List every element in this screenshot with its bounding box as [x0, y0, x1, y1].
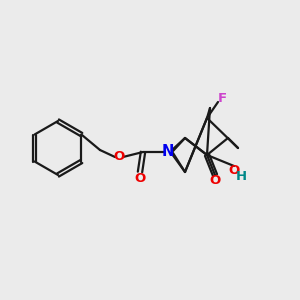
- Text: O: O: [113, 151, 124, 164]
- Text: O: O: [134, 172, 146, 184]
- Text: H: H: [236, 170, 247, 184]
- Text: N: N: [162, 145, 174, 160]
- Text: F: F: [218, 92, 226, 106]
- Text: O: O: [209, 175, 220, 188]
- Text: O: O: [228, 164, 240, 178]
